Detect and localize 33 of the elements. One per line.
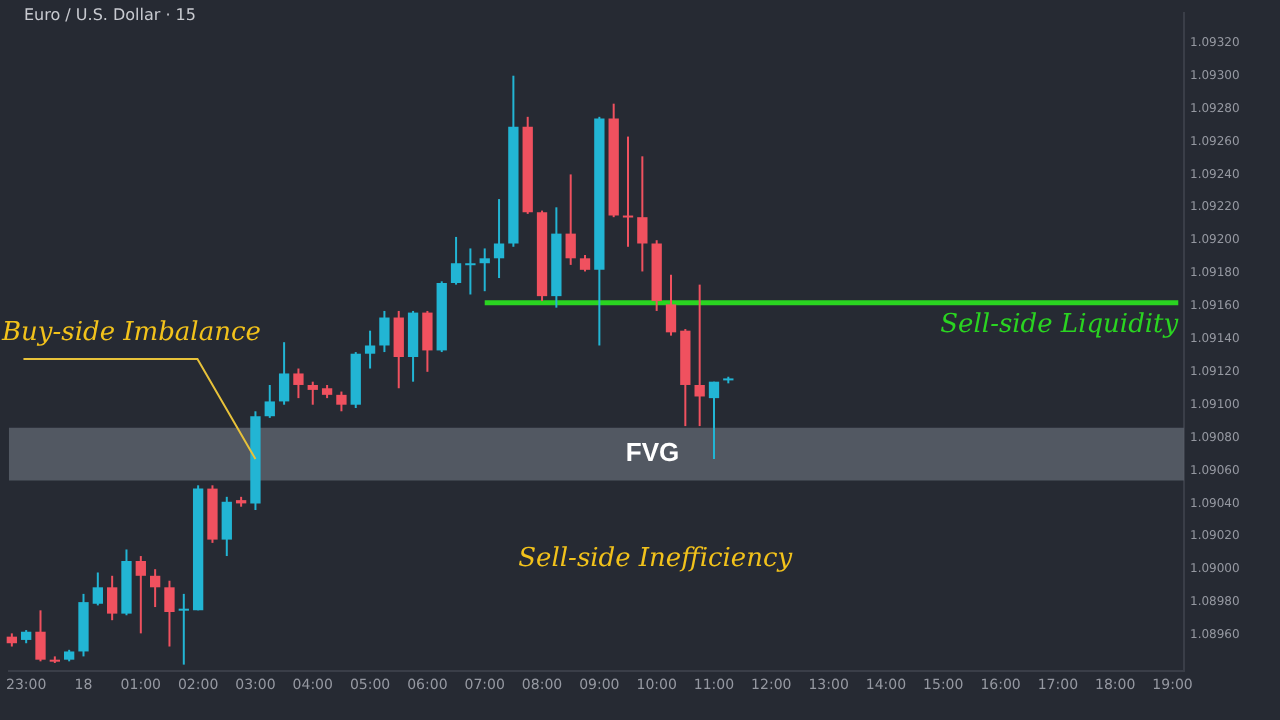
- candlestick: [407, 309, 419, 383]
- annotation: Buy-side Imbalance: [0, 317, 262, 348]
- candlestick: [637, 155, 648, 273]
- candlestick: [92, 571, 103, 607]
- candlestick: [694, 283, 705, 428]
- candlestick: [135, 555, 146, 635]
- candlestick: [264, 383, 275, 419]
- candlestick: [149, 568, 161, 609]
- band-label: FVG: [625, 437, 680, 468]
- candlestick: [622, 135, 634, 248]
- candlestick: [465, 247, 476, 296]
- series-label: Sell-side Liquidity: [940, 310, 1180, 341]
- candlestick: [364, 329, 376, 370]
- candlestick: [164, 579, 175, 648]
- candlestick: [379, 309, 390, 354]
- candlestick: [422, 309, 433, 373]
- candlestick: [450, 235, 462, 286]
- candlestick: [565, 173, 576, 266]
- chart-title: Euro / U.S. Dollar · 15: [24, 6, 196, 24]
- candlestick: [221, 495, 232, 558]
- candlestick: [393, 309, 404, 390]
- candlestick: [106, 574, 118, 622]
- candlestick: [278, 341, 290, 406]
- candlestick: [178, 592, 189, 666]
- annotation: Sell-side Inefficiency: [518, 544, 794, 575]
- candlestick: [293, 367, 304, 400]
- candlestick: [479, 247, 490, 293]
- candlestick: [336, 390, 347, 413]
- candlestick: [493, 198, 505, 280]
- candlestick: [708, 380, 720, 460]
- candlestick: [307, 380, 318, 406]
- candlestick: [665, 273, 677, 337]
- candlestick: [35, 609, 46, 663]
